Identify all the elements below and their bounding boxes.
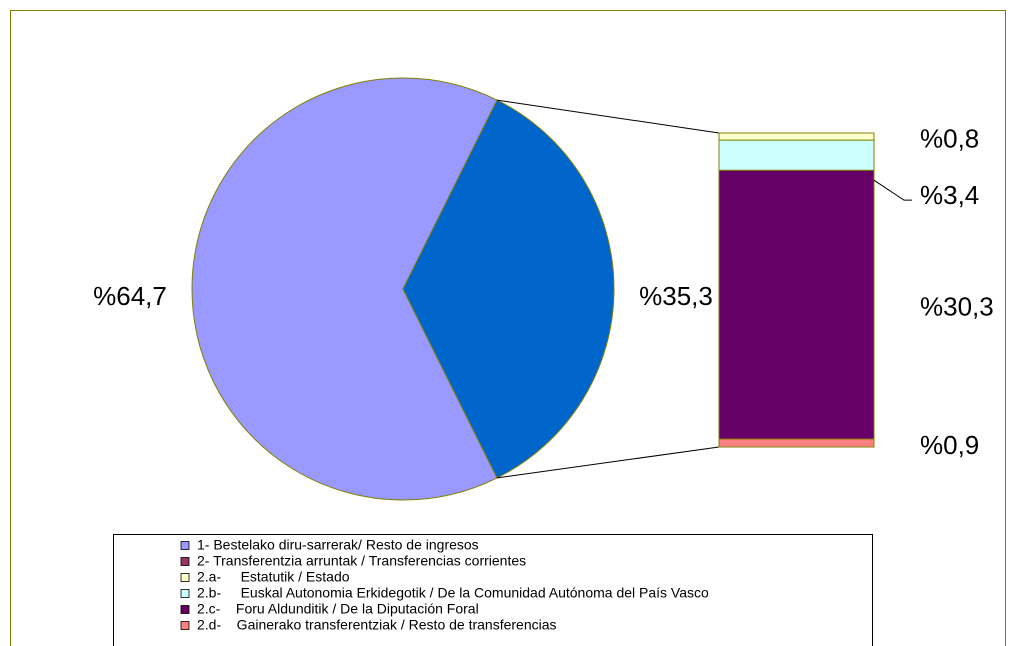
bar-label: %30,3 — [920, 292, 994, 322]
pie-label: %35,3 — [639, 281, 713, 311]
legend-swatch — [180, 589, 190, 598]
leader-line — [873, 179, 912, 201]
bar-label: %3,4 — [920, 180, 979, 210]
legend-swatch — [180, 557, 190, 566]
legend-swatch — [180, 541, 190, 550]
pie-slice — [402, 99, 615, 479]
pie-label: %64,7 — [93, 281, 167, 311]
bar-segment — [718, 438, 875, 448]
legend-box — [113, 534, 873, 646]
legend-swatch — [180, 605, 190, 614]
legend-label: 2- Transferentzia arruntak / Transferenc… — [197, 553, 526, 569]
bar-label: %0,9 — [920, 430, 979, 460]
legend-swatch — [180, 621, 190, 630]
bar-label: %0,8 — [920, 123, 979, 153]
legend-label: 2.d- Gainerako transferentziak / Resto d… — [197, 617, 557, 633]
legend-label: 1- Bestelako diru-sarrerak/ Resto de ing… — [197, 537, 479, 553]
legend-label: 2.c- Foru Aldunditik / De la Diputación … — [197, 601, 479, 617]
bar-segment — [718, 132, 875, 141]
connector — [496, 446, 720, 479]
pie-slice — [191, 77, 498, 501]
legend-label: 2.b- Euskal Autonomia Erkidegotik / De l… — [197, 585, 709, 601]
plot-area: %64,7 %35,3 %0,9 %30,3 %3,4 %0,8 — [93, 77, 994, 501]
connector — [496, 99, 720, 134]
bar-segment — [718, 139, 875, 171]
bar-segment — [718, 169, 875, 440]
legend-swatch — [180, 573, 190, 582]
legend-label: 2.a- Estatutik / Estado — [197, 569, 350, 585]
